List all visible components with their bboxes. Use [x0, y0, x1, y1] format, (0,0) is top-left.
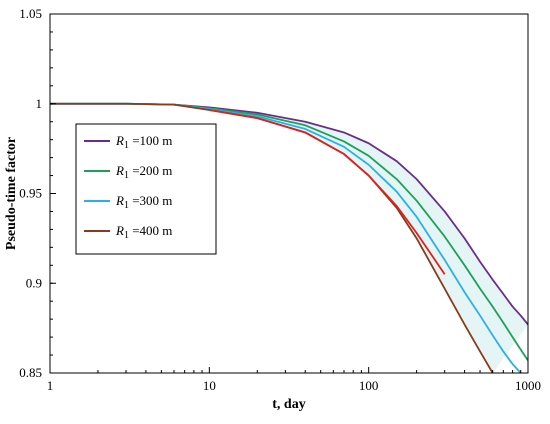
x-tick-label: 1000	[515, 378, 541, 393]
series-layer	[50, 102, 528, 373]
y-axis: 0.85 0.9 0.95 1 1.05	[19, 6, 56, 380]
x-axis: 1 10 100 1000	[47, 367, 541, 393]
y-axis-title: Pseudo-time factor	[4, 137, 19, 250]
band-fill-layer	[50, 103, 528, 373]
legend-label: R1 =100 m	[115, 133, 172, 151]
y-tick-label: 0.9	[26, 275, 42, 290]
x-tick-label: 1	[47, 378, 54, 393]
series-line-5	[209, 109, 446, 275]
legend-box	[75, 123, 217, 255]
x-tick-label: 100	[359, 378, 379, 393]
legend-label: R1 =400 m	[115, 223, 172, 241]
y-tick-label: 0.85	[19, 365, 42, 380]
legend-label: R1 =300 m	[115, 193, 172, 211]
y-tick-label: 0.95	[19, 186, 42, 201]
y-tick-label: 1	[36, 96, 43, 111]
legend: R1 =100 m R1 =200 m R1 =300 m R1 =400 m	[75, 123, 217, 255]
legend-label: R1 =200 m	[115, 163, 172, 181]
y-tick-label: 1.05	[19, 6, 42, 21]
band-fill	[50, 103, 528, 373]
x-axis-title: t, day	[272, 397, 305, 412]
x-tick-label: 10	[203, 378, 216, 393]
